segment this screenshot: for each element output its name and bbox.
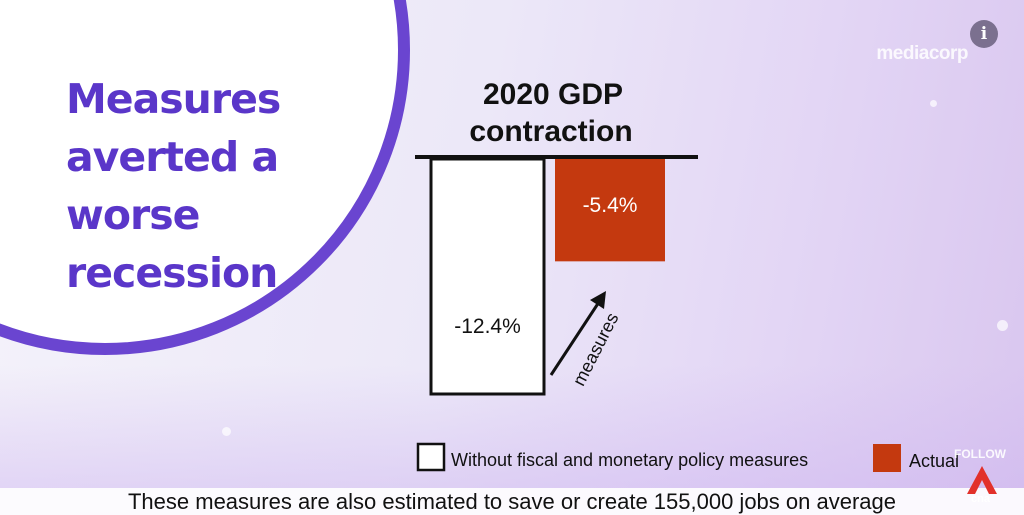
subtitle-caption: These measures are also estimated to sav… bbox=[0, 488, 1024, 515]
decorative-dot bbox=[997, 320, 1008, 331]
decorative-dot bbox=[930, 100, 937, 107]
headline-line-2: averted a bbox=[66, 133, 279, 181]
channel-label: cna bbox=[971, 493, 990, 505]
headline-line-3: worse bbox=[66, 191, 200, 239]
info-icon[interactable]: i bbox=[970, 20, 998, 48]
legend-label-actual: Actual bbox=[909, 451, 959, 471]
data-label-without-measures: -12.4% bbox=[454, 315, 521, 338]
chart-title-line-2: contraction bbox=[469, 115, 632, 148]
data-label-actual: -5.4% bbox=[583, 194, 638, 217]
bar-without-measures bbox=[429, 157, 546, 396]
decorative-dot bbox=[222, 427, 231, 436]
follow-button[interactable]: FOLLOW bbox=[954, 447, 1006, 461]
mediacorp-logo: mediacorp bbox=[876, 43, 968, 64]
headline-line-1: Measures bbox=[66, 75, 281, 123]
bar-actual bbox=[555, 159, 665, 262]
up-right-arrow-icon bbox=[549, 291, 606, 376]
measures-annotation: measures bbox=[569, 310, 623, 389]
legend-label-without-measures: Without fiscal and monetary policy measu… bbox=[451, 450, 808, 470]
legend-swatch-actual bbox=[873, 444, 901, 472]
headline: Measures averted a worse recession bbox=[66, 70, 281, 302]
legend-swatch-without-measures bbox=[416, 442, 446, 472]
headline-line-4: recession bbox=[66, 249, 278, 297]
chart-title-line-1: 2020 GDP bbox=[483, 78, 623, 111]
cna-logo-icon bbox=[967, 466, 997, 494]
